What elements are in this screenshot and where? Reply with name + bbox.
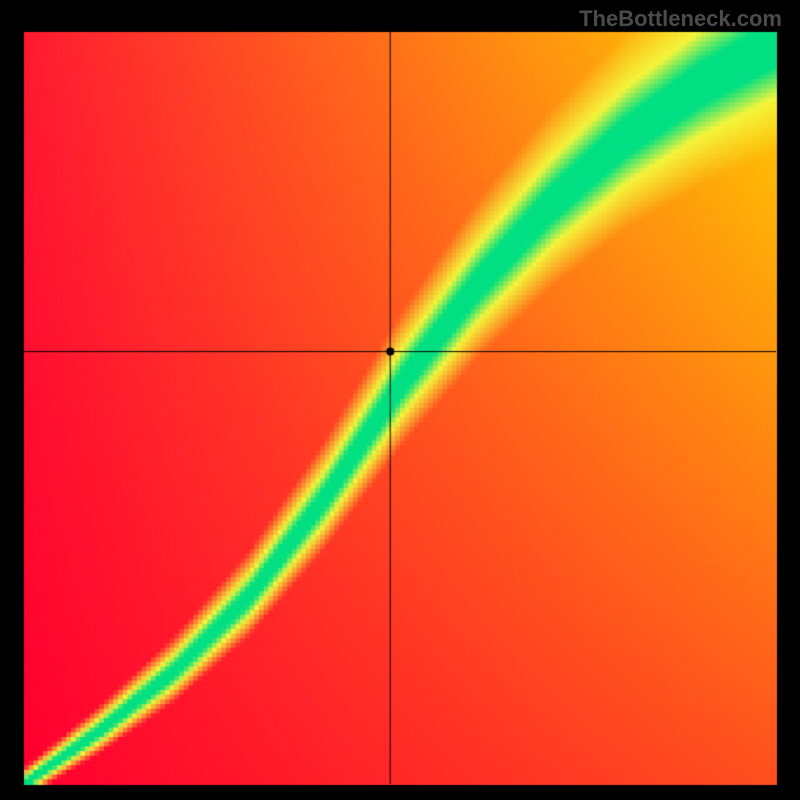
bottleneck-heatmap	[0, 0, 800, 800]
chart-container: TheBottleneck.com	[0, 0, 800, 800]
